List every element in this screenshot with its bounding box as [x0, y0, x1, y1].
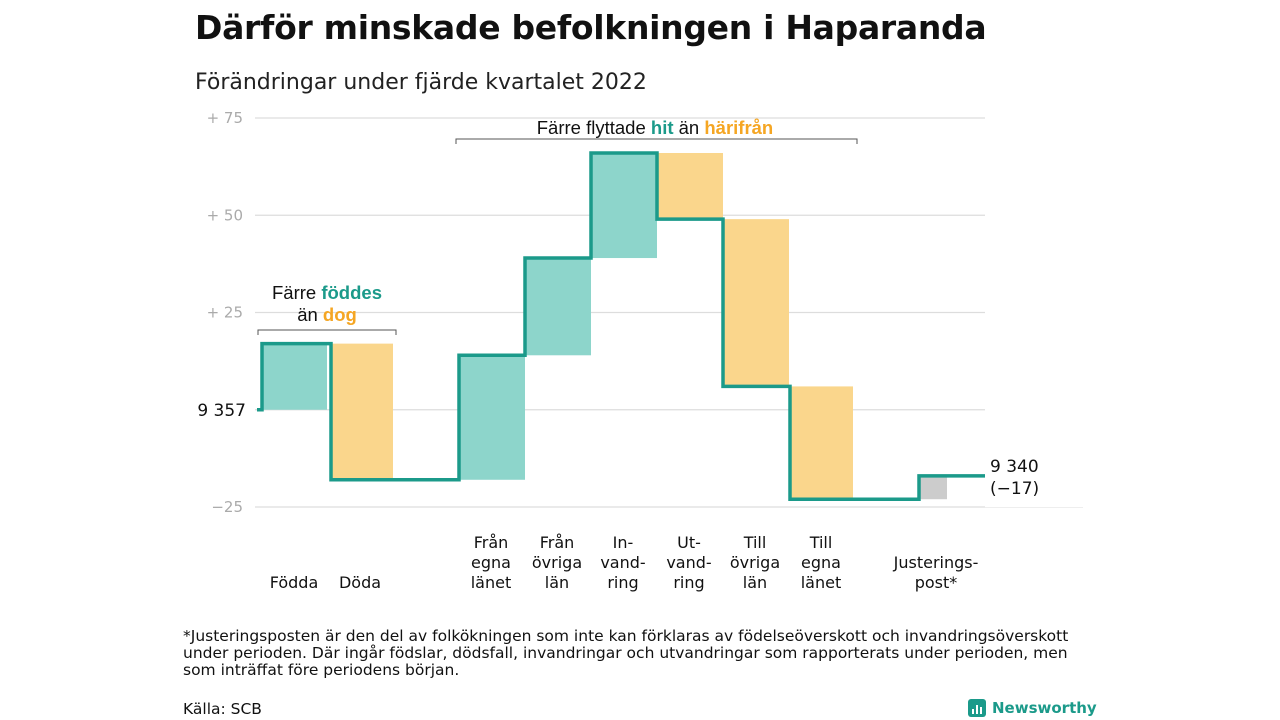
end-change-label: (−17)	[990, 479, 1039, 499]
bar-increase	[591, 153, 657, 259]
category-label: egna	[801, 553, 841, 572]
category-label: ring	[673, 573, 704, 592]
bar-increase	[525, 258, 591, 356]
category-label: Födda	[270, 573, 319, 592]
category-label: In-	[613, 533, 634, 552]
category-label: Justerings-	[893, 553, 979, 572]
category-label: övriga	[532, 553, 582, 572]
bar-increase	[459, 355, 525, 480]
annotation-segment: än	[297, 304, 323, 325]
chart-title: Därför minskade befolkningen i Haparanda	[195, 8, 987, 47]
bar-decrease	[790, 386, 853, 500]
running-total-line	[257, 151, 985, 501]
y-tick-label: + 75	[207, 109, 243, 127]
bar-adjustment	[919, 475, 947, 500]
bracket-line	[455, 138, 858, 144]
bar-decrease	[657, 153, 723, 220]
bar-increase	[262, 343, 327, 410]
annotation-segment: härifrån	[704, 117, 773, 138]
category-label: Till	[743, 533, 767, 552]
bar-decrease	[331, 343, 393, 480]
category-label: vand-	[600, 553, 645, 572]
brand-name: Newsworthy	[992, 699, 1097, 717]
category-label: länet	[801, 573, 842, 592]
category-label: länet	[471, 573, 512, 592]
category-label: post*	[915, 573, 958, 592]
annotation-bracket	[455, 138, 858, 144]
y-tick-label: + 25	[207, 304, 243, 322]
annotation-segment: föddes	[321, 282, 382, 303]
annotation-segment: Färre flyttade	[537, 117, 651, 138]
bar-chart-icon	[968, 699, 986, 717]
newsworthy-logo: Newsworthy	[968, 697, 1097, 719]
chart-subtitle: Förändringar under fjärde kvartalet 2022	[195, 70, 647, 95]
annotation-segment: Färre	[272, 282, 321, 303]
category-label: övriga	[730, 553, 780, 572]
category-label: Till	[809, 533, 833, 552]
bar-decrease	[723, 219, 789, 387]
bars	[262, 153, 947, 500]
annotation-segment: än	[674, 117, 705, 138]
annotation-bracket	[257, 329, 397, 335]
category-label: egna	[471, 553, 511, 572]
y-tick-label: + 50	[207, 206, 243, 224]
annotation-birth: Färre föddes	[272, 282, 382, 303]
annotation-segment: dog	[323, 304, 357, 325]
category-label: Döda	[339, 573, 381, 592]
category-label: län	[743, 573, 767, 592]
start-value-label: 9 357	[197, 401, 246, 421]
category-label: Från	[540, 533, 575, 552]
source-note: Källa: SCB	[183, 700, 262, 718]
annotation-segment: hit	[651, 117, 674, 138]
y-tick-label: −25	[211, 498, 243, 516]
category-label: Från	[474, 533, 509, 552]
bracket-line	[257, 329, 397, 335]
annotation-migration: Färre flyttade hit än härifrån	[537, 117, 774, 138]
end-value-label: 9 340	[990, 457, 1039, 477]
category-label: vand-	[666, 553, 711, 572]
category-label: ring	[607, 573, 638, 592]
step-line	[257, 151, 985, 501]
annotation-birth: än dog	[297, 304, 357, 325]
category-label: Ut-	[677, 533, 701, 552]
category-label: län	[545, 573, 569, 592]
footnote: *Justeringsposten är den del av folkökni…	[183, 627, 1069, 679]
